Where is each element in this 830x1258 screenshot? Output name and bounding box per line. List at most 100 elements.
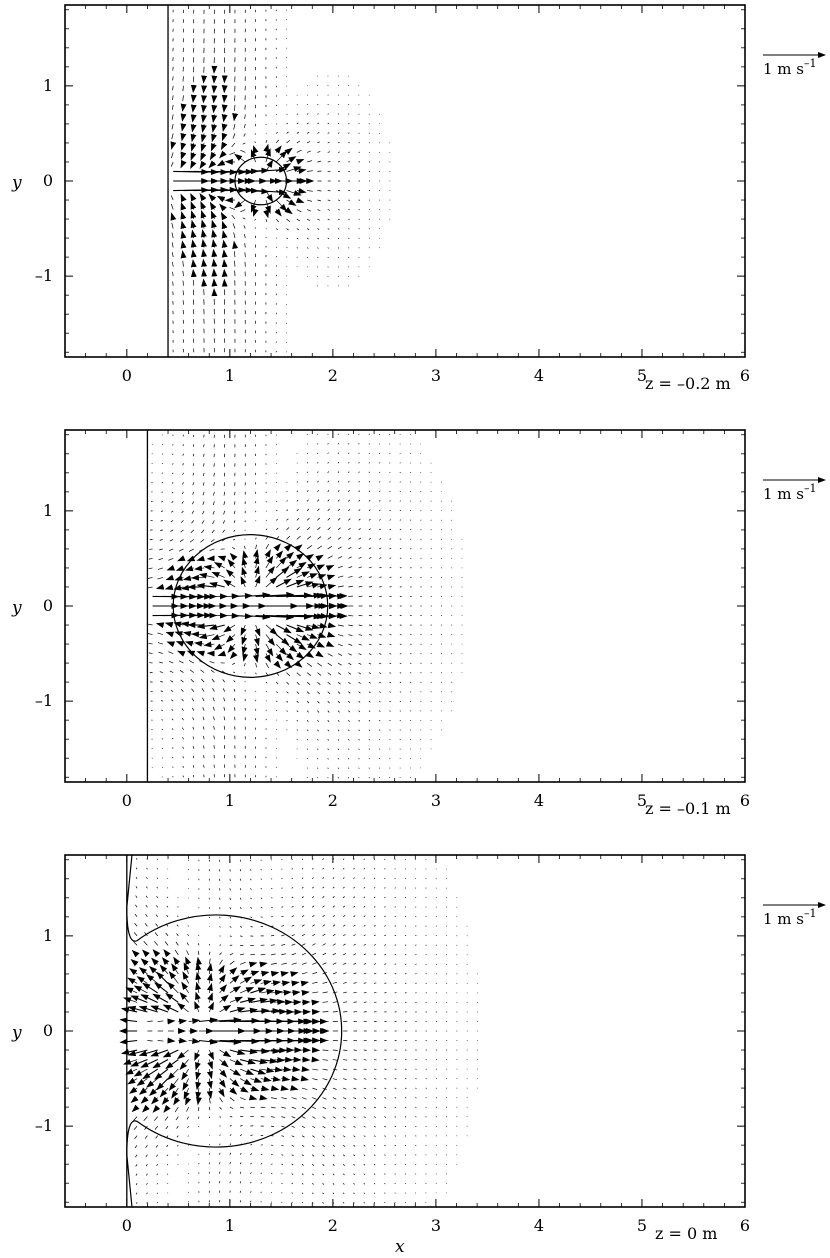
velocity-vector [358, 700, 361, 703]
velocity-vector [317, 622, 328, 629]
velocity-vector [394, 934, 397, 937]
velocity-vector [337, 681, 341, 685]
velocity-vector [254, 227, 256, 229]
velocity-vector [337, 624, 344, 627]
velocity-vector [394, 858, 396, 861]
velocity-vector [327, 527, 331, 531]
velocity-vector [306, 738, 309, 741]
velocity-vector [415, 1201, 417, 1204]
velocity-vector [167, 887, 169, 889]
velocity-vector [291, 1173, 294, 1175]
velocity-vector [358, 710, 361, 713]
velocity-vector [202, 510, 205, 515]
velocity-vector [240, 624, 247, 636]
velocity-vector [343, 943, 346, 946]
velocity-vector [379, 653, 382, 655]
velocity-vector [255, 189, 288, 196]
velocity-vector [368, 662, 372, 665]
velocity-vector [229, 1059, 244, 1066]
velocity-vector [295, 159, 305, 165]
velocity-vector [306, 508, 310, 512]
velocity-vector [306, 256, 309, 259]
velocity-vector [373, 1192, 376, 1194]
velocity-vector [281, 1144, 284, 1147]
velocity-vector [171, 114, 174, 120]
velocity-vector [373, 877, 376, 880]
y-tick-label: –1 [35, 1116, 53, 1135]
velocity-vector [317, 681, 321, 685]
velocity-vector [337, 527, 341, 531]
ticks-2: 0 1 2 3 4 5 6–101 [35, 430, 750, 810]
velocity-vector [229, 967, 238, 975]
velocity-vector [187, 933, 189, 937]
velocity-vector [203, 472, 205, 477]
velocity-vector [399, 490, 401, 493]
velocity-vector [229, 907, 232, 910]
velocity-vector [192, 755, 195, 759]
velocity-vector [260, 906, 263, 909]
velocity-vector [296, 218, 301, 222]
velocity-vector [250, 970, 260, 977]
velocity-vector [229, 1087, 238, 1095]
velocity-vector [187, 1125, 189, 1129]
velocity-vector [327, 247, 329, 249]
velocity-vector [264, 653, 271, 663]
velocity-vector [200, 201, 207, 210]
velocity-vector [368, 566, 372, 569]
velocity-vector [286, 672, 291, 677]
velocity-vector [368, 443, 370, 445]
velocity-vector [332, 981, 338, 984]
velocity-vector [353, 1078, 357, 1080]
velocity-vector [317, 700, 320, 704]
velocity-vector [332, 1173, 335, 1176]
velocity-vector [301, 962, 307, 965]
velocity-vector [233, 251, 236, 258]
velocity-vector [301, 1201, 304, 1204]
velocity-vector [195, 1059, 201, 1071]
velocity-vector [200, 123, 207, 133]
velocity-vector [409, 700, 412, 702]
velocity-vector [182, 95, 184, 102]
velocity-vector [312, 1144, 315, 1148]
velocity-vector [219, 1116, 222, 1118]
velocity-vector [317, 256, 319, 259]
velocity-vector [168, 661, 174, 664]
velocity-vector [219, 944, 222, 946]
velocity-vector [415, 1144, 417, 1146]
velocity-vector [281, 1075, 291, 1082]
velocity-vector [332, 1087, 337, 1090]
velocity-vector [179, 539, 184, 542]
velocity-vector [131, 949, 140, 958]
velocity-vector [322, 1163, 325, 1166]
velocity-vector [250, 1134, 253, 1136]
velocity-vector [151, 957, 159, 966]
velocity-vector [342, 1163, 345, 1166]
velocity-vector [409, 519, 412, 521]
velocity-vector [182, 453, 184, 456]
velocity-vector [389, 490, 391, 493]
velocity-vector [220, 211, 228, 221]
velocity-vector [322, 991, 328, 994]
velocity-vector [312, 1163, 315, 1166]
velocity-vector [195, 981, 202, 994]
velocity-vector [368, 710, 371, 713]
velocity-vector [127, 1077, 138, 1085]
velocity-vector [312, 933, 316, 937]
velocity-vector [180, 250, 187, 259]
velocity-vector [177, 1002, 189, 1013]
velocity-vector [130, 1095, 139, 1104]
velocity-vector [192, 707, 195, 711]
velocity-vector [213, 725, 215, 730]
velocity-vector [265, 576, 278, 588]
velocity-vector [312, 1182, 314, 1185]
velocity-vector [296, 581, 314, 588]
velocity-vector [327, 141, 330, 144]
velocity-vector [348, 518, 351, 521]
velocity-vector [353, 1068, 357, 1071]
velocity-vector [286, 559, 298, 569]
velocity-vector [317, 218, 320, 221]
velocity-vector [358, 528, 361, 531]
velocity-vector [201, 678, 205, 683]
velocity-vector [196, 650, 205, 657]
velocity-vector [281, 953, 286, 956]
